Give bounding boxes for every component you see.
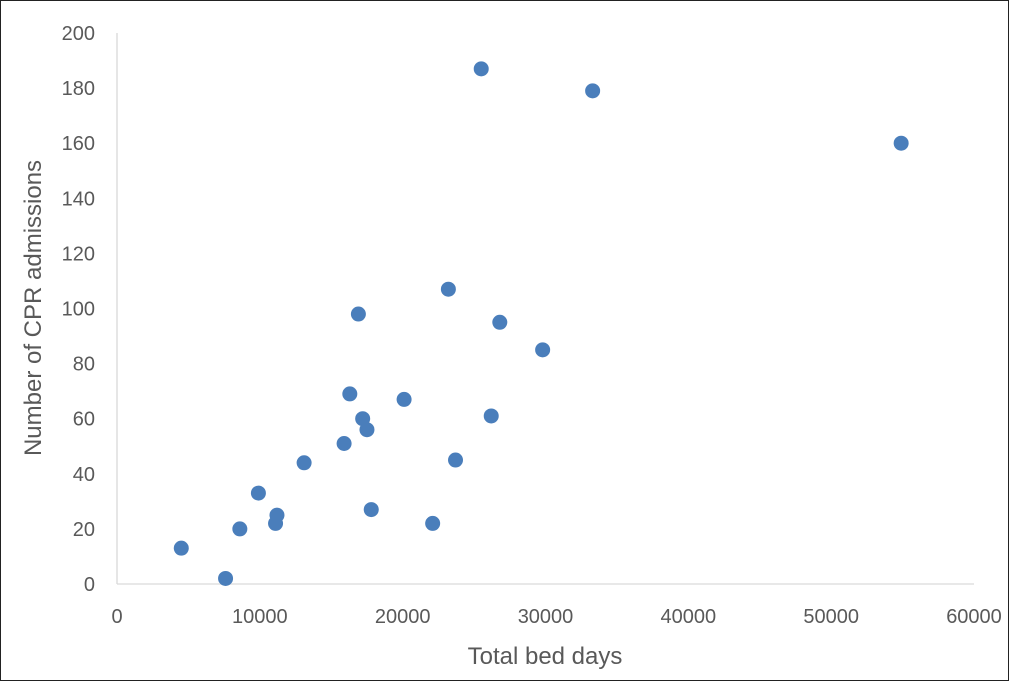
y-tick-label: 200 <box>62 23 95 45</box>
y-tick-label: 40 <box>73 464 95 486</box>
x-tick-labels: 0 10000 20000 30000 40000 50000 60000 <box>111 606 1001 628</box>
x-axis-title: Total bed days <box>468 643 623 670</box>
y-tick-label: 0 <box>84 574 95 596</box>
data-point <box>396 391 412 407</box>
x-tick-label: 50000 <box>803 606 859 628</box>
data-point <box>342 386 358 402</box>
data-point <box>359 422 375 438</box>
x-tick-label: 30000 <box>518 606 574 628</box>
y-axis-title: Number of CPR admissions <box>20 160 47 456</box>
y-tick-label: 100 <box>62 299 95 321</box>
y-tick-labels: 0 20 40 60 80 100 120 140 160 180 200 <box>62 23 95 596</box>
data-point <box>440 281 456 297</box>
data-point <box>269 507 285 523</box>
data-point <box>893 135 909 151</box>
x-tick-label: 20000 <box>375 606 431 628</box>
y-tick-label: 20 <box>73 519 95 541</box>
data-point <box>232 521 248 537</box>
data-point <box>483 408 499 424</box>
data-point <box>425 515 441 531</box>
data-point <box>535 342 551 358</box>
y-tick-label: 60 <box>73 409 95 431</box>
data-point <box>336 435 352 451</box>
x-tick-label: 60000 <box>946 606 1002 628</box>
data-point <box>492 314 508 330</box>
data-point <box>363 502 379 518</box>
y-tick-label: 120 <box>62 243 95 265</box>
data-point <box>585 83 601 99</box>
y-tick-label: 80 <box>73 354 95 376</box>
data-point <box>448 452 464 468</box>
x-tick-label: 0 <box>111 606 122 628</box>
data-point <box>350 306 366 322</box>
x-tick-label: 40000 <box>661 606 717 628</box>
data-point <box>218 570 234 586</box>
x-tick-label: 10000 <box>232 606 288 628</box>
data-point <box>250 485 266 501</box>
y-tick-label: 160 <box>62 133 95 155</box>
data-point <box>296 455 312 471</box>
y-tick-label: 180 <box>62 78 95 100</box>
y-tick-label: 140 <box>62 188 95 210</box>
data-points <box>173 61 909 586</box>
data-point <box>473 61 489 77</box>
data-point <box>173 540 189 556</box>
